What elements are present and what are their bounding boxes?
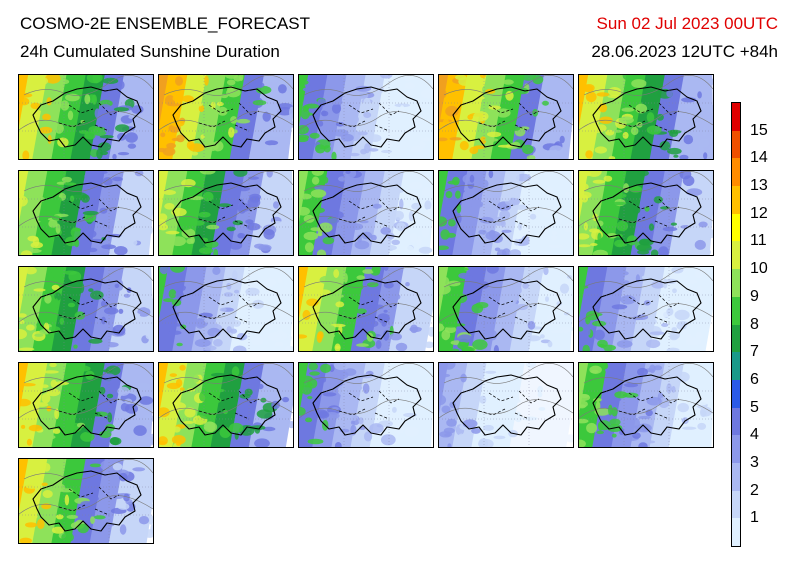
colorbar-segment [732, 490, 740, 519]
ensemble-member-map [18, 266, 154, 352]
ensemble-member-map [18, 458, 154, 544]
colorbar-segment [732, 240, 740, 270]
colorbar-label: 15 [750, 121, 768, 139]
colorbar-segment [732, 351, 740, 380]
ensemble-member-map [158, 362, 294, 448]
ensemble-member-map [438, 362, 574, 448]
model-title: COSMO-2E ENSEMBLE_FORECAST [20, 14, 311, 33]
ensemble-member-map [578, 266, 714, 352]
init-time: 28.06.2023 12UTC +84h [591, 42, 778, 61]
ensemble-member-map [298, 74, 434, 160]
colorbar-segment [732, 130, 740, 159]
colorbar-label: 14 [750, 149, 768, 167]
colorbar-label: 5 [750, 398, 759, 416]
ensemble-member-map [438, 170, 574, 256]
colorbar-label: 7 [750, 343, 759, 361]
colorbar-segment [732, 434, 740, 463]
ensemble-member-map [438, 74, 574, 160]
ensemble-member-map [158, 266, 294, 352]
ensemble-member-map [298, 170, 434, 256]
colorbar-label: 8 [750, 315, 759, 333]
ensemble-member-map [158, 74, 294, 160]
colorbar-segment [732, 462, 740, 491]
colorbar-label: 12 [750, 204, 768, 222]
colorbar-segment [732, 407, 740, 436]
colorbar-label: 11 [750, 232, 767, 250]
ensemble-member-map [18, 362, 154, 448]
colorbar-segment [732, 517, 740, 546]
colorbar-label: 10 [750, 260, 768, 278]
ensemble-member-map [438, 266, 574, 352]
colorbar-segment [732, 185, 740, 214]
colorbar-label: 1 [750, 509, 759, 527]
colorbar-label: 4 [750, 426, 759, 444]
ensemble-member-map [18, 74, 154, 160]
colorbar-segment [732, 213, 740, 242]
colorbar-label: 3 [750, 453, 759, 471]
colorbar-segment [732, 102, 740, 131]
colorbar-segment [732, 268, 740, 297]
colorbar-label: 9 [750, 287, 759, 305]
colorbar-segment [732, 324, 740, 353]
valid-time: Sun 02 Jul 2023 00UTC [596, 14, 778, 33]
colorbar-segment [732, 157, 740, 187]
ensemble-member-map [578, 362, 714, 448]
colorbar-label: 2 [750, 481, 759, 499]
ensemble-member-map [298, 266, 434, 352]
colorbar [731, 102, 741, 547]
ensemble-member-map [158, 170, 294, 256]
colorbar-label: 6 [750, 370, 759, 388]
colorbar-segment [732, 296, 740, 325]
ensemble-member-map [18, 170, 154, 256]
ensemble-member-map [298, 362, 434, 448]
ensemble-member-map [578, 170, 714, 256]
colorbar-label: 13 [750, 177, 768, 195]
ensemble-member-map [578, 74, 714, 160]
variable-title: 24h Cumulated Sunshine Duration [20, 42, 280, 61]
colorbar-segment [732, 379, 740, 408]
